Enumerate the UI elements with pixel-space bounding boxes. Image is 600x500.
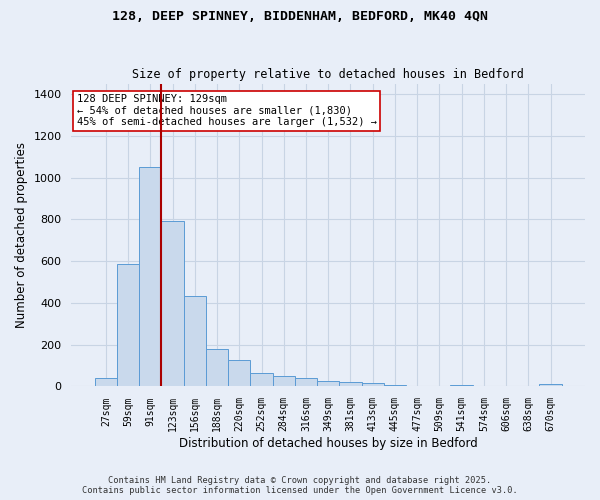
Bar [317,381,340,386]
Bar [95,378,117,386]
Bar [117,264,139,386]
Bar [384,385,406,386]
Text: 128 DEEP SPINNEY: 129sqm
← 54% of detached houses are smaller (1,830)
45% of sem: 128 DEEP SPINNEY: 129sqm ← 54% of detach… [77,94,377,128]
Bar [272,376,295,386]
Bar [250,373,272,386]
Bar [451,385,473,386]
Y-axis label: Number of detached properties: Number of detached properties [15,142,28,328]
X-axis label: Distribution of detached houses by size in Bedford: Distribution of detached houses by size … [179,437,478,450]
Bar [539,384,562,386]
Bar [206,349,228,387]
Text: Contains HM Land Registry data © Crown copyright and database right 2025.
Contai: Contains HM Land Registry data © Crown c… [82,476,518,495]
Bar [228,360,250,386]
Bar [161,222,184,386]
Bar [139,167,161,386]
Bar [184,296,206,386]
Bar [362,383,384,386]
Bar [295,378,317,386]
Title: Size of property relative to detached houses in Bedford: Size of property relative to detached ho… [132,68,524,81]
Text: 128, DEEP SPINNEY, BIDDENHAM, BEDFORD, MK40 4QN: 128, DEEP SPINNEY, BIDDENHAM, BEDFORD, M… [112,10,488,23]
Bar [340,382,362,386]
